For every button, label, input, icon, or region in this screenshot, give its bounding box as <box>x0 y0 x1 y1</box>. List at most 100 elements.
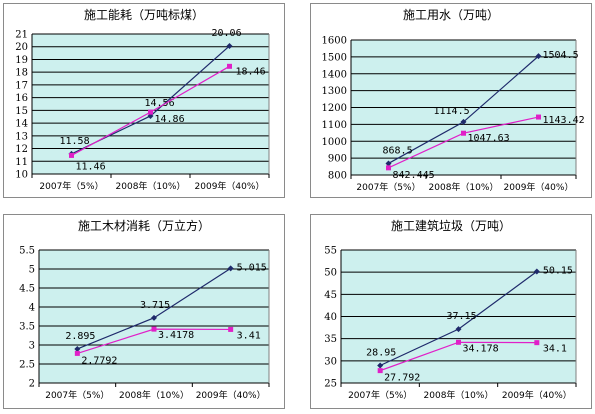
waste-y-tick-label: 35 <box>324 334 337 345</box>
energy-y-tick-label: 16 <box>15 93 28 104</box>
timber-y-tick-label: 5 <box>29 265 35 276</box>
energy-y-tick-label: 21 <box>15 30 28 41</box>
waste-y-tick-label: 30 <box>324 356 337 367</box>
water-category-label: 2009年（40%） <box>504 181 574 193</box>
timber-series-2-data-label: 2.7792 <box>81 355 117 366</box>
waste-category-label: 2008年（10%） <box>424 389 494 401</box>
water-y-tick-label: 1100 <box>322 120 347 131</box>
waste-series-1-point <box>455 326 462 333</box>
timber-series-1-point <box>227 265 234 272</box>
timber-y-tick-label: 2.5 <box>19 360 35 371</box>
energy-y-tick-label: 19 <box>15 55 28 66</box>
water-y-tick-label: 1600 <box>322 36 347 47</box>
timber-series-1-data-label: 3.715 <box>140 300 170 311</box>
water-series-1-data-label: 1114.5 <box>434 106 470 117</box>
water-category-label: 2007年（5%） <box>356 181 420 193</box>
chart-water-svg: 800 900 1000 1100 1200 1300 1400 1500 1600 2007年（… <box>322 36 585 194</box>
energy-y-tick-label: 10 <box>15 170 28 181</box>
waste-series-2-data-label: 34.1 <box>543 344 567 355</box>
timber-category-label: 2009年（40%） <box>196 389 266 401</box>
timber-series-2-point <box>74 350 80 356</box>
energy-series-2-point <box>227 63 232 69</box>
chart-waste-svg: 25 30 35 40 45 50 55 2007年（5%） 2008年（10%） 2009年（4… <box>324 246 577 401</box>
water-y-tick-label: 1000 <box>322 137 347 148</box>
waste-y-tick-label: 50 <box>324 268 337 279</box>
timber-category-label: 2008年（10%） <box>119 389 189 401</box>
waste-category-label: 2007年（5%） <box>348 389 412 401</box>
timber-y-tick-label: 2 <box>29 379 35 390</box>
energy-y-tick-label: 17 <box>15 80 28 91</box>
timber-category-label: 2007年（5%） <box>45 389 109 401</box>
waste-series-2-point <box>377 368 383 374</box>
waste-category-label: 2009年（40%） <box>502 389 572 401</box>
water-series-2-data-label: 1143.42 <box>543 115 585 126</box>
energy-y-tick-label: 12 <box>15 144 28 155</box>
water-series-2-point <box>386 165 391 171</box>
timber-series-1-data-label: 2.895 <box>65 331 95 342</box>
timber-y-tick-label: 4.5 <box>19 284 35 295</box>
energy-y-tick-label: 14 <box>15 119 28 130</box>
chart-water: 800 900 1000 1100 1200 1300 1400 1500 1600 2007年（… <box>310 3 592 198</box>
timber-y-tick-label: 3.5 <box>19 322 35 333</box>
energy-series-2-point <box>148 109 153 115</box>
waste-series-1-data-label: 37.15 <box>447 311 477 322</box>
water-series-1-data-label: 868.5 <box>383 145 413 156</box>
timber-y-tick-label: 3 <box>29 341 35 352</box>
water-y-tick-label: 1500 <box>322 52 347 63</box>
energy-category-label: 2009年（40%） <box>195 180 265 192</box>
waste-series-1-data-label: 28.95 <box>366 347 396 358</box>
energy-series-1-point <box>226 42 233 49</box>
water-series-1-point <box>535 53 542 60</box>
energy-plot-area <box>32 34 269 174</box>
timber-series-2-data-label: 3.4178 <box>158 330 194 341</box>
water-series-2-data-label: 1047.63 <box>468 133 510 144</box>
water-series-1-point <box>385 160 392 167</box>
timber-y-tick-label: 5.5 <box>19 246 35 257</box>
energy-series-1-data-label: 14.56 <box>145 98 175 109</box>
water-category-label: 2008年（10%） <box>429 181 499 193</box>
water-y-tick-label: 1400 <box>322 69 347 80</box>
water-series-2-point <box>536 114 541 120</box>
chart-timber: 2 2.5 3 3.5 4 4.5 5 5.5 2007年（5%） 2008年（10%） 2009年… <box>3 214 285 409</box>
water-y-tick-label: 1200 <box>322 103 347 114</box>
energy-series-1-data-label: 20.06 <box>212 28 242 39</box>
water-series-2-point <box>461 130 466 136</box>
timber-series-2-point <box>151 326 157 332</box>
energy-series-1-data-label: 11.58 <box>60 136 90 147</box>
energy-y-tick-label: 13 <box>15 131 28 142</box>
waste-series-2-point <box>456 339 461 345</box>
energy-y-tick-label: 20 <box>15 42 28 53</box>
waste-series-2-data-label: 27.792 <box>384 373 420 384</box>
timber-y-tick-label: 4 <box>29 303 35 314</box>
water-y-tick-label: 900 <box>328 154 347 165</box>
energy-series-2-data-label: 11.46 <box>76 161 106 172</box>
water-y-tick-label: 1300 <box>322 86 347 97</box>
energy-y-tick-label: 11 <box>15 157 28 168</box>
timber-series-1-data-label: 5.015 <box>237 262 267 273</box>
water-series-1-data-label: 1504.5 <box>543 50 579 61</box>
energy-series-2-data-label: 14.86 <box>155 114 185 125</box>
energy-y-tick-label: 18 <box>15 68 28 79</box>
chart-waste: 25 30 35 40 45 50 55 2007年（5%） 2008年（10%） 2009年（4… <box>310 214 592 409</box>
water-series-1-point <box>460 118 467 125</box>
energy-category-label: 2007年（5%） <box>39 180 103 192</box>
timber-series-1-point <box>74 345 81 352</box>
waste-y-tick-label: 55 <box>324 246 337 257</box>
water-series-2-data-label: 842.445 <box>393 170 435 181</box>
energy-series-2-data-label: 18.46 <box>236 66 266 77</box>
waste-y-tick-label: 45 <box>324 290 337 301</box>
waste-series-1-data-label: 50.15 <box>543 266 573 277</box>
water-y-tick-label: 800 <box>328 171 347 182</box>
waste-y-tick-label: 25 <box>324 379 337 390</box>
energy-category-label: 2008年（10%） <box>116 180 186 192</box>
waste-series-2-data-label: 34.178 <box>463 343 499 354</box>
timber-series-2-point <box>228 326 234 332</box>
chart-energy: 10 11 12 13 14 15 16 17 18 19 20 21 2007年（5%） 2008年（1… <box>3 3 285 198</box>
waste-series-1-point <box>377 362 384 369</box>
chart-timber-svg: 2 2.5 3 3.5 4 4.5 5 5.5 2007年（5%） 2008年（10%） 2009年… <box>19 246 270 401</box>
waste-series-1-point <box>533 268 540 275</box>
waste-y-tick-label: 40 <box>324 312 337 323</box>
timber-series-1-point <box>151 314 157 321</box>
energy-y-tick-label: 15 <box>15 106 28 117</box>
